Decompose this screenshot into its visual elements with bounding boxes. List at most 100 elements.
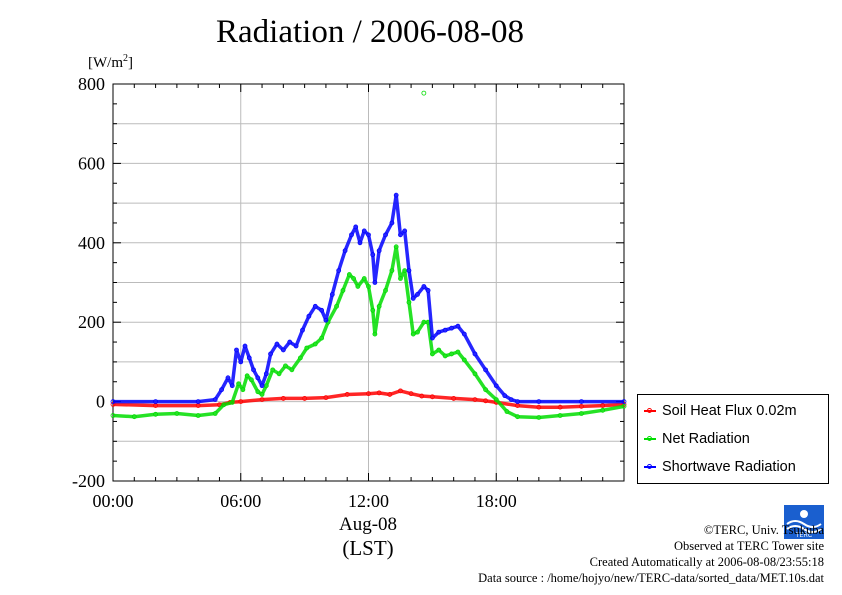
data-point (398, 276, 403, 281)
data-point (383, 232, 388, 238)
data-point (287, 339, 293, 345)
data-point (461, 357, 467, 363)
data-point (110, 413, 116, 418)
data-point (355, 284, 361, 289)
series-line-shortwave-radiation (113, 193, 624, 404)
legend-item-shortwave: Shortwave Radiation (644, 456, 796, 478)
data-point (259, 392, 265, 397)
series-line-net-radiation (112, 245, 625, 420)
legend-swatch-soil (644, 408, 656, 413)
legend: Soil Heat Flux 0.02m Net Radiation Short… (637, 394, 829, 484)
data-point (410, 295, 416, 301)
legend-item-soil-heat-flux: Soil Heat Flux 0.02m (644, 400, 797, 422)
data-point (393, 244, 399, 250)
data-point (536, 404, 542, 410)
data-point (515, 399, 520, 405)
data-point (429, 394, 435, 400)
data-point (370, 307, 376, 313)
data-point (361, 276, 367, 281)
data-point (248, 377, 254, 383)
data-point (153, 411, 158, 417)
data-point (353, 224, 359, 230)
data-point (370, 252, 376, 258)
data-point (393, 192, 399, 198)
data-point (621, 399, 627, 405)
data-point (408, 391, 414, 397)
data-point (502, 393, 508, 399)
data-point (319, 307, 325, 313)
data-point (195, 413, 201, 418)
data-point (366, 284, 371, 289)
data-point (276, 371, 282, 377)
data-point (455, 323, 461, 329)
data-point (436, 329, 442, 335)
data-point (238, 359, 244, 365)
data-point (357, 240, 363, 246)
data-point (621, 403, 627, 409)
data-point (242, 343, 248, 349)
data-point (579, 403, 584, 409)
data-point (389, 220, 395, 226)
data-point (289, 367, 295, 373)
data-point (515, 414, 520, 420)
data-point (372, 280, 378, 285)
data-point (579, 399, 584, 405)
data-point (340, 288, 346, 293)
data-point (483, 367, 489, 373)
data-point (421, 284, 427, 289)
data-point (334, 303, 339, 309)
data-point (483, 398, 489, 404)
data-point (493, 383, 499, 389)
x-tick-label: 18:00 (476, 491, 517, 511)
data-point (312, 303, 318, 309)
data-point (372, 331, 378, 337)
data-point (302, 396, 308, 401)
data-point (329, 292, 335, 297)
data-point (600, 407, 606, 413)
data-point (366, 391, 371, 397)
credit-copyright: ©TERC, Univ. Tsukuba (703, 523, 824, 537)
data-point (270, 367, 276, 373)
data-point (600, 403, 606, 408)
credit-site: Observed at TERC Tower site (673, 539, 824, 553)
data-point (508, 397, 514, 403)
data-point (306, 313, 312, 319)
data-point (255, 375, 261, 381)
data-point (263, 371, 269, 377)
data-point (238, 399, 244, 405)
data-point (280, 396, 286, 401)
data-point (349, 232, 354, 238)
data-point (293, 343, 299, 349)
data-point (319, 335, 325, 341)
data-point (461, 331, 467, 337)
data-point (436, 347, 442, 353)
data-point (240, 387, 246, 393)
x-tick-label: 12:00 (348, 491, 389, 511)
data-point (304, 345, 310, 351)
y-tick-label: 800 (78, 74, 105, 94)
y-tick-label: 200 (78, 312, 105, 332)
data-point (579, 411, 584, 416)
data-point (483, 387, 489, 393)
data-point (283, 363, 288, 369)
data-point (376, 248, 382, 254)
data-point (449, 351, 454, 357)
y-tick-label: 600 (78, 153, 105, 173)
chart-title: Radiation / 2006-08-08 (216, 14, 524, 50)
data-point (259, 397, 265, 403)
x-tick-label: 00:00 (92, 491, 133, 511)
data-point (153, 399, 158, 405)
data-point (212, 411, 218, 416)
data-point (246, 355, 252, 361)
x-axis-date: Aug-08 (338, 514, 398, 535)
data-point (255, 389, 261, 395)
data-point (398, 388, 403, 394)
outlier-point (421, 90, 427, 96)
data-point (219, 387, 224, 393)
credit-source: Data source : /home/hojyo/new/TERC-data/… (478, 571, 824, 585)
data-point (389, 268, 395, 273)
legend-label-soil: Soil Heat Flux 0.02m (662, 403, 797, 419)
data-point (472, 397, 478, 403)
x-tick-label: 06:00 (220, 491, 261, 511)
data-point (493, 397, 499, 403)
